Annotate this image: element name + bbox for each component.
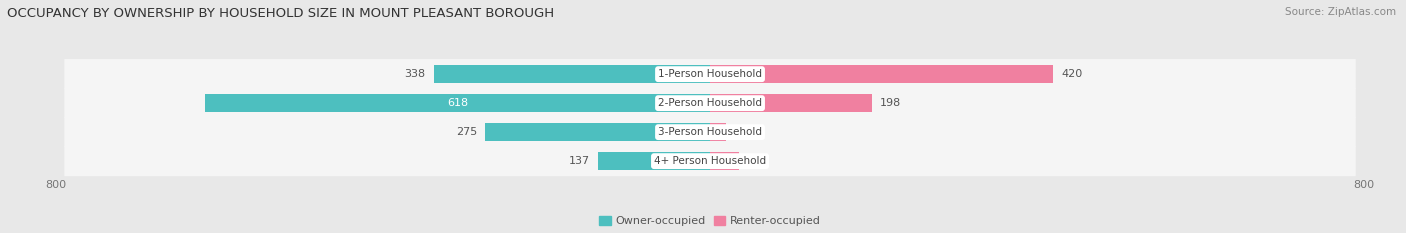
Bar	[205, 94, 710, 112]
Text: Source: ZipAtlas.com: Source: ZipAtlas.com	[1285, 7, 1396, 17]
Text: 20: 20	[734, 127, 748, 137]
FancyBboxPatch shape	[65, 117, 1355, 147]
Bar	[710, 94, 872, 112]
FancyBboxPatch shape	[65, 59, 1355, 89]
Text: 2-Person Household: 2-Person Household	[658, 98, 762, 108]
Text: OCCUPANCY BY OWNERSHIP BY HOUSEHOLD SIZE IN MOUNT PLEASANT BOROUGH: OCCUPANCY BY OWNERSHIP BY HOUSEHOLD SIZE…	[7, 7, 554, 20]
Bar	[710, 65, 1053, 83]
Text: 137: 137	[569, 156, 591, 166]
Bar	[434, 65, 710, 83]
Text: 1-Person Household: 1-Person Household	[658, 69, 762, 79]
Text: 198: 198	[880, 98, 901, 108]
Bar	[485, 123, 710, 141]
Text: 618: 618	[447, 98, 468, 108]
Bar	[710, 123, 727, 141]
Text: 35: 35	[747, 156, 761, 166]
Bar	[710, 152, 738, 170]
Text: 275: 275	[456, 127, 477, 137]
Text: 4+ Person Household: 4+ Person Household	[654, 156, 766, 166]
FancyBboxPatch shape	[65, 146, 1355, 176]
Bar	[598, 152, 710, 170]
FancyBboxPatch shape	[65, 88, 1355, 118]
Text: 420: 420	[1062, 69, 1083, 79]
Text: 3-Person Household: 3-Person Household	[658, 127, 762, 137]
Legend: Owner-occupied, Renter-occupied: Owner-occupied, Renter-occupied	[599, 216, 821, 226]
Text: 338: 338	[405, 69, 426, 79]
